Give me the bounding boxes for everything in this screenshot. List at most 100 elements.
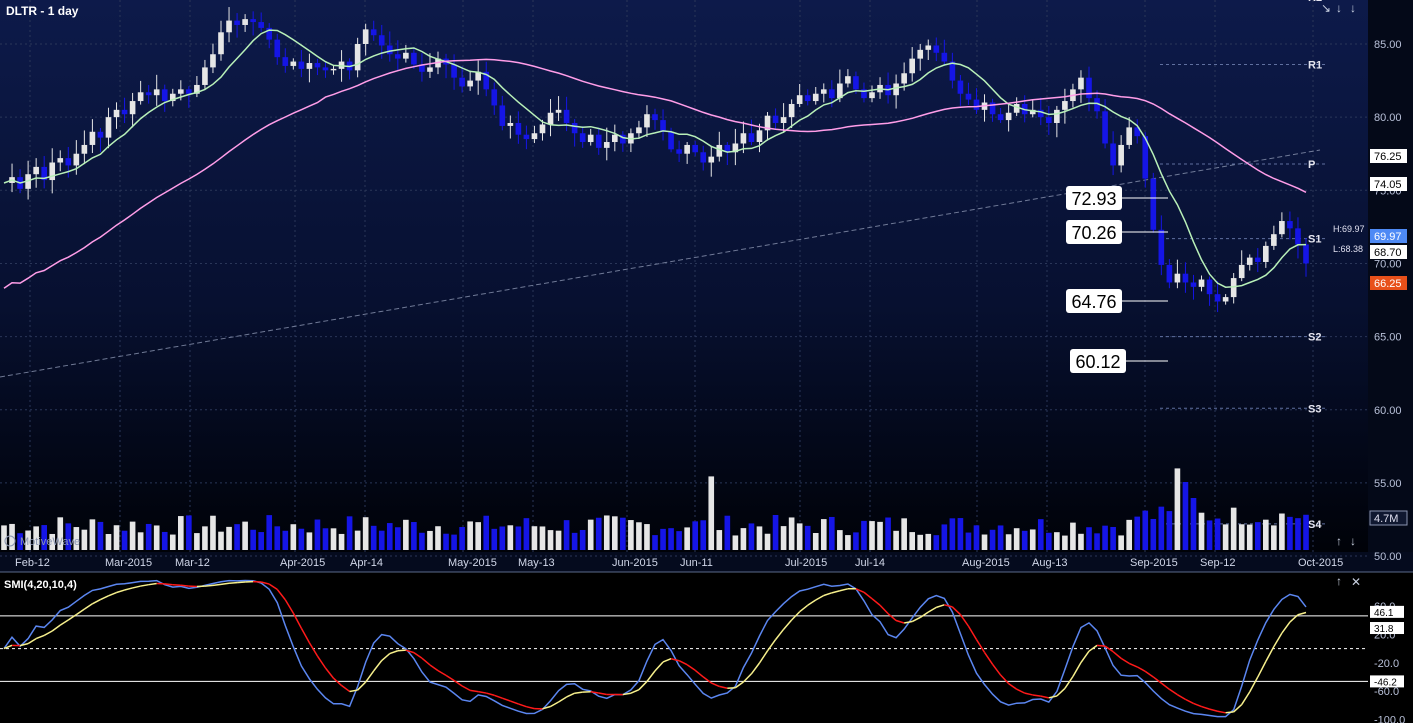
volume-bar xyxy=(346,516,353,550)
candle-body xyxy=(804,95,811,102)
volume-bar xyxy=(81,529,88,550)
smi-signal-segment xyxy=(51,624,61,632)
volume-bar xyxy=(258,532,264,550)
candle-body xyxy=(202,67,208,85)
smi-signal-segment xyxy=(1209,708,1218,712)
smi-signal-segment xyxy=(702,676,712,684)
arrow-down-icon[interactable]: ↓ xyxy=(1336,1,1342,15)
smi-tick: -20.0 xyxy=(1374,658,1399,670)
candle-body xyxy=(314,63,321,68)
candle-body xyxy=(812,93,819,102)
candle-body xyxy=(49,162,56,181)
volume-bar xyxy=(845,535,851,550)
candle-body xyxy=(57,158,64,163)
smi-signal-segment xyxy=(566,692,575,698)
volume-bar xyxy=(1102,525,1108,550)
volume-bar xyxy=(250,529,256,550)
arrow-down-right-icon[interactable]: ↘ xyxy=(1321,1,1331,15)
volume-bar xyxy=(1230,507,1237,550)
candle-body xyxy=(676,149,682,154)
volume-bar xyxy=(965,532,972,550)
close-icon[interactable]: ✕ xyxy=(1351,575,1361,589)
candle-body xyxy=(708,156,715,163)
smi-signal-segment xyxy=(670,658,680,662)
volume-bar xyxy=(1062,535,1068,550)
smi-signal-segment xyxy=(1297,611,1307,616)
volume-bar xyxy=(121,530,128,550)
candle-body xyxy=(178,89,184,94)
volume-bar xyxy=(1,525,7,550)
date-axis[interactable]: Feb-12 Mar-2015 Mar-12 Apr-2015 Apr-14 May-20… xyxy=(15,557,1343,569)
candle-body xyxy=(1013,103,1020,113)
candle-body xyxy=(660,120,666,132)
volume-bar xyxy=(1254,522,1261,550)
candle-body xyxy=(459,77,465,87)
volume-bar xyxy=(507,525,514,550)
smi-signal-segment xyxy=(494,694,503,699)
candle-body xyxy=(644,114,650,128)
volume-bar xyxy=(1013,528,1020,550)
volume-bar xyxy=(636,522,642,550)
smi-signal-segment xyxy=(750,662,761,675)
smi-signal-segment xyxy=(975,639,986,653)
volume-bar xyxy=(266,515,273,550)
candle-body xyxy=(620,134,626,144)
smi-signal-segment xyxy=(983,651,994,665)
candle-body xyxy=(740,133,747,144)
smi-signal-segment xyxy=(863,591,873,600)
volume-bar xyxy=(419,532,425,550)
volume-bar xyxy=(1238,524,1245,550)
pivot-label: R1 xyxy=(1308,59,1322,71)
volume-bar xyxy=(587,519,594,550)
volume-bar xyxy=(957,518,964,550)
volume-bar xyxy=(129,521,136,550)
volume-bar xyxy=(362,517,369,550)
smi-signal-segment xyxy=(421,657,431,666)
pivot-label: S2 xyxy=(1308,332,1321,344)
candle-body xyxy=(419,64,425,72)
smi-signal-segment xyxy=(831,590,841,594)
arrow-down-icon[interactable]: ↓ xyxy=(1350,1,1356,15)
smi-signal-segment xyxy=(1241,691,1251,705)
volume-bar xyxy=(981,534,988,550)
smi-tick: -60.0 xyxy=(1374,686,1399,698)
smi-signal-segment xyxy=(268,583,278,591)
smi-signal-segment xyxy=(911,616,921,623)
smi-signal-segment xyxy=(799,604,809,613)
smi-signal-segment xyxy=(590,691,599,694)
smi-signal-segment xyxy=(437,669,447,676)
smi-signal-segment xyxy=(67,614,77,621)
arrow-up-icon[interactable]: ↑ xyxy=(1336,534,1342,548)
candle-body xyxy=(1110,143,1116,166)
smi-signal-segment xyxy=(734,681,744,689)
date-tick: Jun-2015 xyxy=(612,557,658,569)
price-badge xyxy=(1370,229,1407,243)
chart-controls-top[interactable]: ↘ ↓ ↓ xyxy=(1321,1,1356,15)
candle-body xyxy=(1150,178,1157,230)
chart-controls-bottom[interactable]: ↑ ↓ ↑ ✕ xyxy=(1336,534,1361,589)
candle-body xyxy=(1134,127,1141,137)
smi-signal-segment xyxy=(357,681,367,691)
candle-body xyxy=(1054,109,1060,124)
pivot-label: P xyxy=(1308,159,1315,171)
arrow-up-icon[interactable]: ↑ xyxy=(1336,574,1342,588)
smi-signal-segment xyxy=(871,598,881,606)
candle-body xyxy=(612,134,618,143)
volume-bar xyxy=(57,517,64,550)
candle-body xyxy=(732,143,739,153)
candle-body xyxy=(764,115,771,131)
volume-bars xyxy=(1,468,1309,550)
candle-body xyxy=(652,114,658,121)
volume-bar xyxy=(435,526,441,550)
watermark-text: MotiveWave xyxy=(20,536,80,548)
smi-signal-segment xyxy=(959,614,970,627)
arrow-down-icon[interactable]: ↓ xyxy=(1350,534,1356,548)
volume-bar xyxy=(941,524,948,550)
smi-signal-segment xyxy=(1168,688,1178,696)
candle-body xyxy=(901,73,907,84)
candle-body xyxy=(1126,127,1132,145)
smi-signal-segment xyxy=(148,582,157,586)
candle-body xyxy=(796,95,803,104)
volume-bar xyxy=(443,533,449,550)
